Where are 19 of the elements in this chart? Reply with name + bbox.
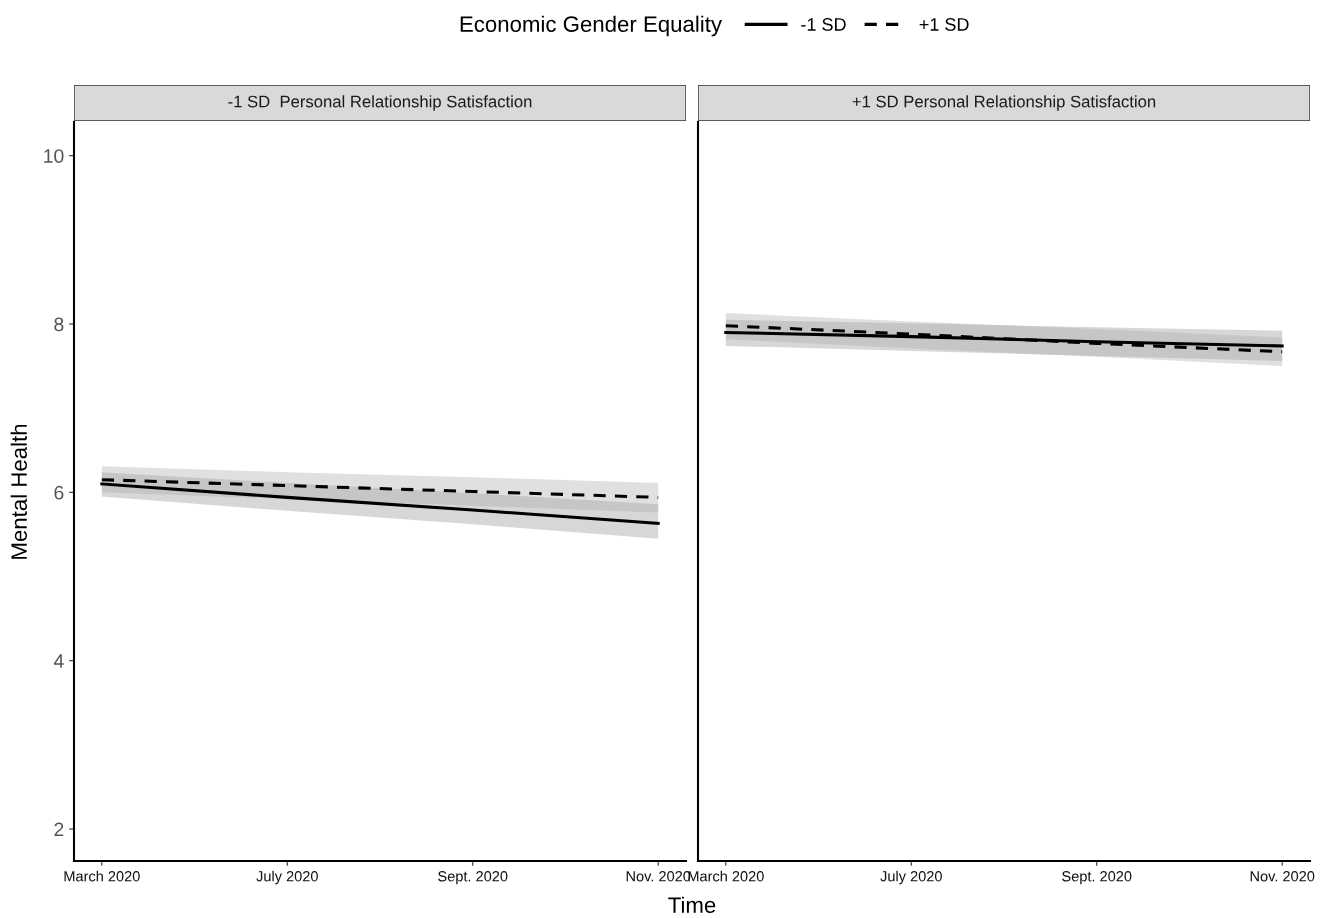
x-tick-label: Sept. 2020 bbox=[1062, 871, 1132, 885]
x-tick-label: July 2020 bbox=[880, 870, 942, 885]
y-tick-label: 10 bbox=[44, 149, 64, 163]
x-tick-label: Sept. 2020 bbox=[438, 871, 508, 885]
x-tick-label: July 2020 bbox=[256, 870, 318, 885]
line-series bbox=[100, 482, 660, 526]
y-tick-label: 2 bbox=[54, 822, 64, 837]
chart-title: -1 SD Personal Relationship Satisfaction bbox=[228, 95, 532, 111]
chart-title: +1 SD Personal Relationship Satisfaction bbox=[852, 95, 1156, 111]
y-axis-title: Mental Health bbox=[10, 424, 27, 559]
x-axis-title: Time bbox=[668, 896, 716, 913]
x-tick-label: March 2020 bbox=[64, 870, 140, 882]
legend-label: +1 SD bbox=[919, 18, 969, 31]
legend-label: -1 SD bbox=[801, 18, 846, 31]
legend-title: Economic Gender Equality bbox=[460, 15, 722, 37]
y-tick-label: 8 bbox=[54, 317, 64, 332]
y-tick-label: 4 bbox=[53, 654, 64, 668]
x-tick-label: Nov. 2020 bbox=[1250, 871, 1315, 882]
y-tick-label: 6 bbox=[54, 485, 64, 500]
